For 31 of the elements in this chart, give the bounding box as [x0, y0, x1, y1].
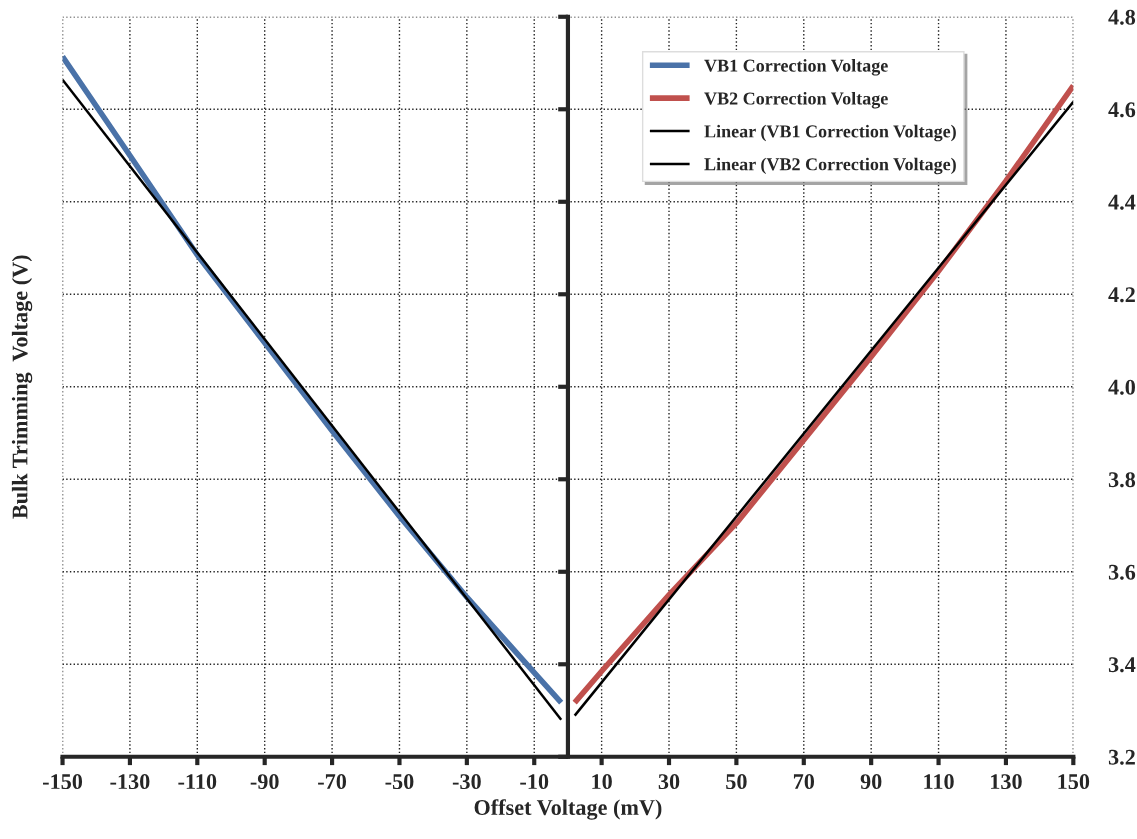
x-tick-label: -50 — [385, 774, 414, 790]
x-tick-label: 10 — [592, 774, 612, 790]
x-tick-label: -130 — [110, 774, 150, 790]
legend-label: VB2 Correction Voltage — [704, 91, 888, 109]
y-tick-label: 4.0 — [1108, 379, 1135, 395]
legend-label: Linear (VB2 Correction Voltage) — [704, 157, 956, 175]
x-tick-label: -10 — [520, 774, 549, 790]
x-tick-label: 30 — [658, 774, 680, 790]
y-tick-label: 3.8 — [1108, 472, 1136, 488]
x-tick-label: 130 — [991, 774, 1022, 790]
y-tick-label: 3.6 — [1108, 564, 1136, 580]
x-tick-label: 110 — [924, 774, 954, 790]
y-tick-label: 4.8 — [1108, 9, 1136, 25]
legend-label: Linear (VB1 Correction Voltage) — [704, 124, 956, 142]
x-tick-label: 70 — [793, 774, 815, 790]
x-tick-label: -150 — [42, 774, 83, 790]
x-axis-title: Offset Voltage (mV) — [474, 799, 662, 820]
legend-label: VB1 Correction Voltage — [704, 59, 888, 76]
y-axis-title: Bulk Trimming Voltage (V) — [11, 255, 33, 519]
x-tick-label: -110 — [178, 774, 217, 790]
y-tick-label: 4.2 — [1108, 287, 1135, 303]
y-tick-label: 4.6 — [1108, 102, 1136, 118]
x-tick-label: -90 — [250, 774, 279, 790]
x-tick-label: -70 — [318, 774, 347, 790]
x-tick-label: 150 — [1058, 774, 1090, 790]
y-tick-label: 3.4 — [1108, 657, 1136, 673]
x-tick-label: 90 — [860, 774, 882, 790]
y-tick-label: 3.2 — [1108, 749, 1135, 765]
x-tick-label: 50 — [726, 774, 747, 790]
y-tick-label: 4.4 — [1108, 194, 1136, 210]
x-tick-label: -30 — [452, 774, 481, 790]
